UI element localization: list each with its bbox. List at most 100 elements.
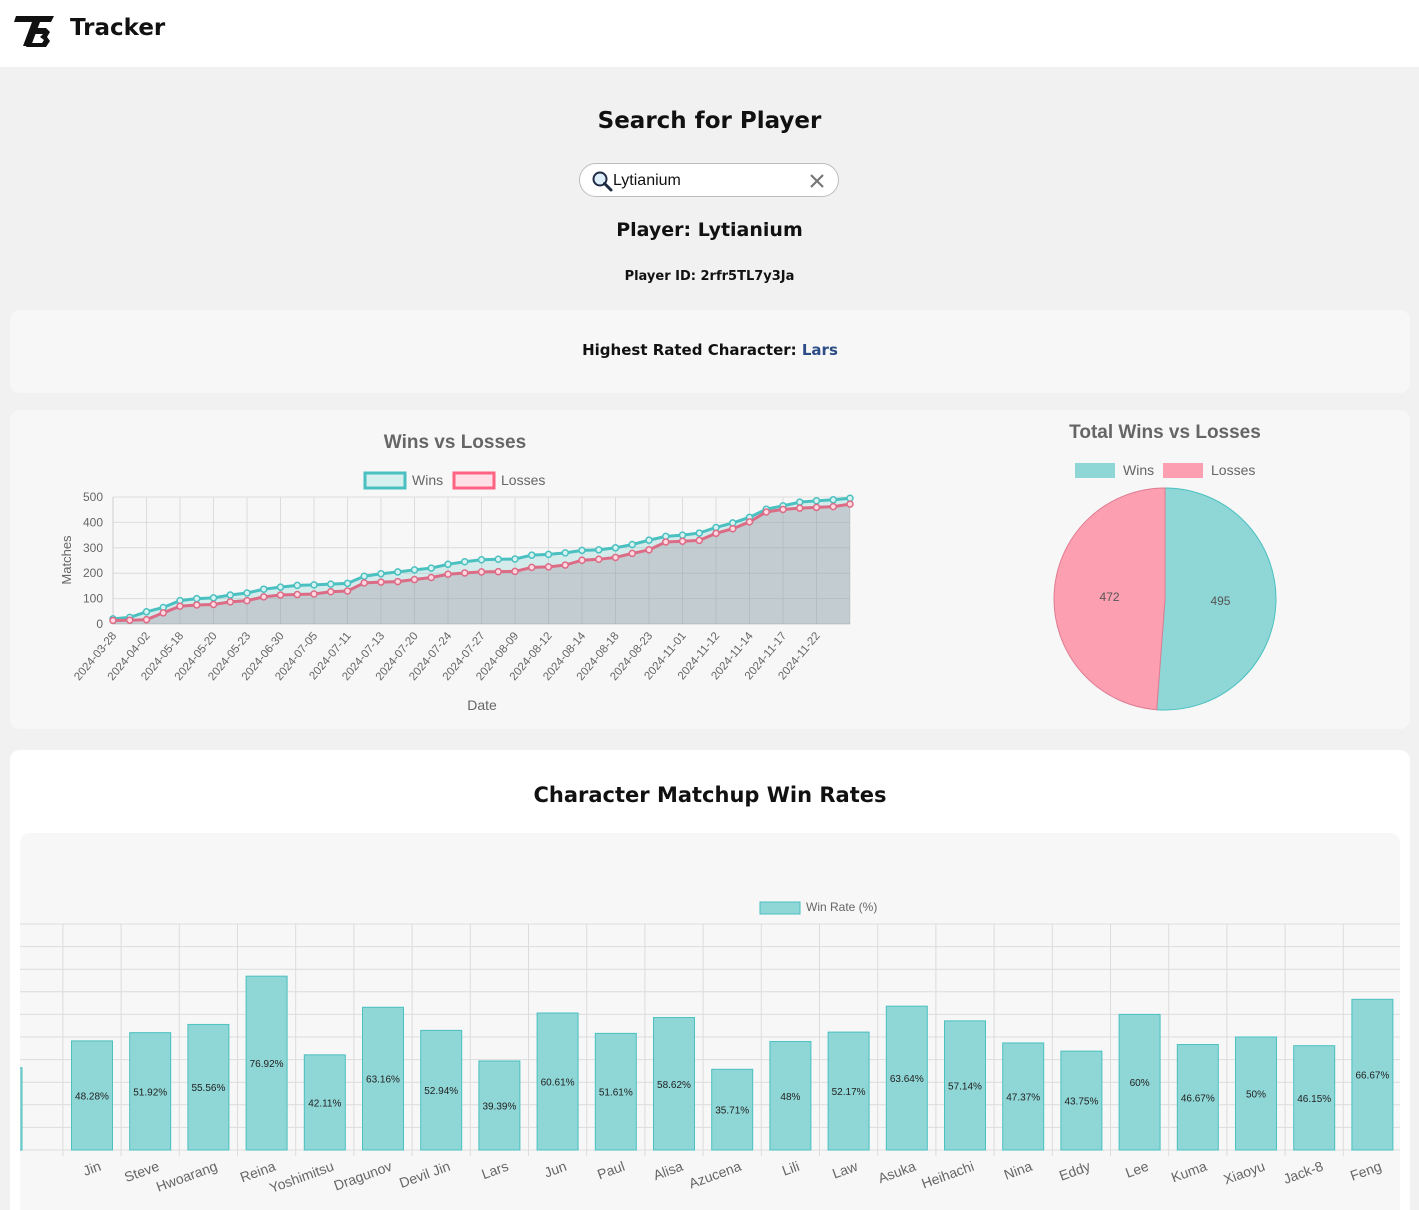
wins-point [360,572,368,580]
bar-category-label: Xiaoyu [1221,1158,1267,1188]
brand-title[interactable]: Tracker [70,15,166,41]
legend-label-wins: Wins [412,472,443,488]
wins-point [394,568,402,576]
losses-point [126,616,134,624]
bar-feng [1351,998,1394,1151]
losses-point [444,570,452,578]
y-tick-label: 100 [83,592,103,606]
y-tick-label: 500 [83,490,103,504]
bar-jack-8 [1293,1045,1336,1151]
bar-dragunov [362,1006,404,1151]
losses-point [377,578,385,586]
bar-law [827,1031,870,1151]
bar-value-label: 57.14% [948,1081,982,1092]
losses-point [595,555,603,563]
total-wins-losses-pie-chart: Total Wins vs Losses Wins Losses 495 472 [1053,422,1277,711]
wins-point [678,531,687,539]
bar-offscreen-left [20,1067,23,1151]
bar-category-label: Law [830,1157,860,1181]
losses-point [645,546,653,554]
wins-point [829,496,837,504]
losses-point [461,569,469,577]
losses-point [762,508,770,516]
losses-point [511,567,519,576]
highest-rated-character[interactable]: Lars [801,341,838,359]
bar-value-label: 47.37% [1006,1092,1040,1103]
wins-point [611,544,620,552]
losses-point [159,609,167,617]
losses-point [310,590,318,598]
bar-value-label: 63.64% [890,1074,924,1085]
bar-value-label: 39.39% [482,1101,516,1112]
wins-point [427,564,435,572]
bar-lars [478,1060,521,1151]
wins-vs-losses-line-chart: Wins vs Losses Wins Losses 0 100 200 300 400 500… [59,432,854,713]
bar-category-label: Dragunov [332,1158,395,1194]
losses-point [695,536,703,545]
wins-point [293,581,301,590]
bar-category-label: Hwoarang [154,1158,219,1195]
highest-rated-text: Highest Rated Character: Lars [10,341,1410,359]
line-chart-title: Wins vs Losses [384,432,526,453]
bar-devil-jin [420,1029,463,1151]
tekken-logo-icon[interactable] [14,13,56,49]
bar-value-label: 48.28% [75,1091,109,1102]
bar-value-label: 60% [1130,1078,1150,1089]
y-tick-label: 200 [83,566,103,580]
legend-swatch-losses [452,471,496,490]
bar-value-label: 51.61% [599,1088,633,1099]
losses-point [745,518,754,526]
bar-value-label: 46.67% [1181,1093,1215,1104]
wins-point [578,546,586,555]
bar-category-label: Kuma [1169,1158,1209,1186]
bar-category-label: Eddy [1057,1158,1092,1184]
losses-point [176,602,184,610]
losses-point [829,502,837,511]
x-axis-title: Date [467,697,497,713]
bar-paul [594,1032,637,1151]
bar-category-label: Lars [479,1158,510,1182]
pie-chart-title: Total Wins vs Losses [1069,422,1261,443]
bar-value-label: 50% [1246,1090,1266,1101]
bar-eddy [1060,1050,1103,1151]
bar-category-label: Lili [780,1158,802,1179]
losses-point [729,525,737,533]
bar-category-label: Asuka [876,1158,918,1186]
wins-point [595,546,603,554]
bar-hwoarang [187,1023,230,1151]
losses-point [360,579,368,587]
losses-point [142,615,151,624]
wins-point [645,536,653,544]
wins-point [343,579,352,588]
bar-value-label: 55.56% [191,1083,225,1094]
wins-point [628,540,636,549]
losses-point [109,616,117,625]
y-axis-title: Matches [59,535,74,585]
wins-point [528,551,536,559]
losses-point [628,549,636,558]
wins-point [377,569,385,578]
wins-point [812,497,821,505]
losses-point [243,596,251,605]
search-box[interactable] [579,163,839,197]
bar-value-label: 35.71% [715,1106,749,1117]
losses-point [796,504,804,512]
losses-point [226,598,234,606]
clear-icon[interactable] [809,173,825,189]
bar-category-label: Nina [1002,1158,1035,1183]
charts-card: Wins vs Losses Wins Losses 0 100 200 300 400 500… [10,410,1410,729]
search-input[interactable] [613,170,803,192]
losses-point [193,601,201,609]
bar-value-label: 66.67% [1355,1071,1389,1082]
bar-value-label: 42.11% [308,1098,341,1109]
bar-category-label: Lee [1123,1158,1151,1181]
wins-point [276,583,285,591]
player-name: Player: Lytianium [616,219,803,241]
wins-point [695,529,703,537]
highest-rated-card: Highest Rated Character: Lars [10,310,1410,393]
bar-category-label: Alisa [651,1158,685,1183]
pie-legend-label-losses: Losses [1211,462,1255,478]
highest-rated-label: Highest Rated Character: [582,341,802,359]
pie-slice-label: 472 [1100,590,1120,604]
bar-category-label: Yoshimitsu [267,1158,336,1196]
